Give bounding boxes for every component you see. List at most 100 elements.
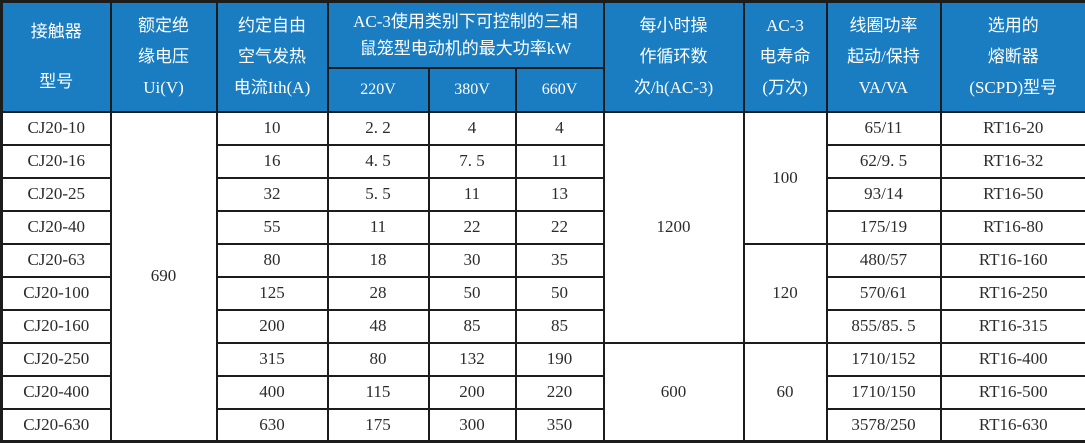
cell-ith: 400 <box>217 376 328 409</box>
cell-fuse: RT16-400 <box>941 343 1085 376</box>
cell-fuse: RT16-160 <box>941 244 1085 277</box>
cell-model: CJ20-16 <box>2 145 111 178</box>
cell-coil: 855/85. 5 <box>827 310 941 343</box>
header-line: 鼠笼型电动机的最大功率kW <box>329 35 603 62</box>
cell-life-merged: 60 <box>744 343 827 442</box>
cell-p660: 85 <box>516 310 604 343</box>
cell-p380: 300 <box>429 409 516 442</box>
cell-p220: 18 <box>328 244 429 277</box>
header-row-1: 接触器 型号 额定绝 缘电压 Ui(V) 约定自由 空气发热 电流Ith(A) … <box>2 2 1085 68</box>
cell-p220: 48 <box>328 310 429 343</box>
cell-p220: 175 <box>328 409 429 442</box>
header-line: 熔断器 <box>942 41 1085 72</box>
header-line: 额定绝 <box>112 10 216 41</box>
cell-fuse: RT16-80 <box>941 211 1085 244</box>
header-line: 空气发热 <box>218 41 327 72</box>
header-line: 接触器 <box>3 7 110 57</box>
cell-p220: 2. 2 <box>328 112 429 145</box>
cell-ith: 10 <box>217 112 328 145</box>
cell-model: CJ20-25 <box>2 178 111 211</box>
cell-ith: 315 <box>217 343 328 376</box>
cell-coil: 1710/152 <box>827 343 941 376</box>
header-line: 作循环数 <box>605 41 743 72</box>
cell-p220: 80 <box>328 343 429 376</box>
cell-coil: 62/9. 5 <box>827 145 941 178</box>
cell-p220: 4. 5 <box>328 145 429 178</box>
cell-fuse: RT16-20 <box>941 112 1085 145</box>
header-line: VA/VA <box>828 72 940 103</box>
header-380v: 380V <box>429 68 516 112</box>
header-operating-cycles: 每小时操 作循环数 次/h(AC-3) <box>604 2 744 112</box>
header-line: 次/h(AC-3) <box>605 72 743 103</box>
cell-p660: 4 <box>516 112 604 145</box>
header-line: 缘电压 <box>112 41 216 72</box>
header-line: (万次) <box>745 72 826 103</box>
cell-life-merged: 120 <box>744 244 827 343</box>
cell-p380: 7. 5 <box>429 145 516 178</box>
header-line: AC-3使用类别下可控制的三相 <box>329 8 603 35</box>
cell-model: CJ20-63 <box>2 244 111 277</box>
cell-coil: 1710/150 <box>827 376 941 409</box>
cell-model: CJ20-160 <box>2 310 111 343</box>
header-line: 每小时操 <box>605 10 743 41</box>
cell-fuse: RT16-250 <box>941 277 1085 310</box>
cell-p660: 22 <box>516 211 604 244</box>
header-coil-power: 线圈功率 起动/保持 VA/VA <box>827 2 941 112</box>
cell-ith: 32 <box>217 178 328 211</box>
cell-fuse: RT16-630 <box>941 409 1085 442</box>
header-fuse-type: 选用的 熔断器 (SCPD)型号 <box>941 2 1085 112</box>
header-line: 型号 <box>3 57 110 107</box>
header-contactor-model: 接触器 型号 <box>2 2 111 112</box>
header-line: 电流Ith(A) <box>218 72 327 103</box>
header-line: AC-3 <box>745 10 826 41</box>
cell-p660: 13 <box>516 178 604 211</box>
cell-coil: 3578/250 <box>827 409 941 442</box>
header-electrical-life: AC-3 电寿命 (万次) <box>744 2 827 112</box>
header-660v: 660V <box>516 68 604 112</box>
cell-ith: 125 <box>217 277 328 310</box>
cell-p660: 220 <box>516 376 604 409</box>
cell-ith: 16 <box>217 145 328 178</box>
cell-coil: 65/11 <box>827 112 941 145</box>
cell-p660: 35 <box>516 244 604 277</box>
cell-model: CJ20-10 <box>2 112 111 145</box>
cell-ith: 55 <box>217 211 328 244</box>
cell-fuse: RT16-500 <box>941 376 1085 409</box>
table-header: 接触器 型号 额定绝 缘电压 Ui(V) 约定自由 空气发热 电流Ith(A) … <box>2 2 1085 112</box>
cell-cycles-merged: 600 <box>604 343 744 442</box>
cell-p220: 28 <box>328 277 429 310</box>
cell-ith: 80 <box>217 244 328 277</box>
cell-p380: 4 <box>429 112 516 145</box>
cell-p660: 50 <box>516 277 604 310</box>
cell-p380: 85 <box>429 310 516 343</box>
header-line: 选用的 <box>942 10 1085 41</box>
cell-model: CJ20-250 <box>2 343 111 376</box>
cell-ui-merged: 690 <box>111 112 217 442</box>
header-line: 电寿命 <box>745 41 826 72</box>
cell-p220: 115 <box>328 376 429 409</box>
cell-p380: 30 <box>429 244 516 277</box>
cell-p220: 5. 5 <box>328 178 429 211</box>
cell-fuse: RT16-32 <box>941 145 1085 178</box>
cell-p220: 11 <box>328 211 429 244</box>
cell-life-merged: 100 <box>744 112 827 244</box>
cell-fuse: RT16-315 <box>941 310 1085 343</box>
header-220v: 220V <box>328 68 429 112</box>
cell-ith: 630 <box>217 409 328 442</box>
cell-p380: 22 <box>429 211 516 244</box>
cell-p660: 350 <box>516 409 604 442</box>
header-thermal-current: 约定自由 空气发热 电流Ith(A) <box>217 2 328 112</box>
header-rated-insulation-voltage: 额定绝 缘电压 Ui(V) <box>111 2 217 112</box>
cell-p380: 11 <box>429 178 516 211</box>
header-ac3-max-power-group: AC-3使用类别下可控制的三相 鼠笼型电动机的最大功率kW <box>328 2 604 68</box>
cell-ith: 200 <box>217 310 328 343</box>
header-line: (SCPD)型号 <box>942 72 1085 103</box>
cell-coil: 175/19 <box>827 211 941 244</box>
cell-model: CJ20-40 <box>2 211 111 244</box>
cell-cycles-merged: 1200 <box>604 112 744 343</box>
cell-p380: 200 <box>429 376 516 409</box>
cell-p380: 132 <box>429 343 516 376</box>
cell-p660: 190 <box>516 343 604 376</box>
